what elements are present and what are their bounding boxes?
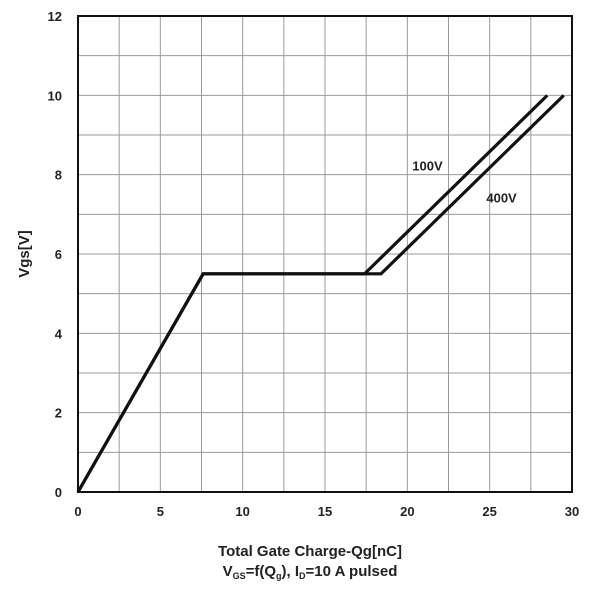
x-tick-label: 5	[157, 504, 164, 519]
y-tick-label: 6	[55, 247, 62, 262]
y-tick-label: 12	[48, 9, 62, 24]
x-tick-label: 15	[318, 504, 332, 519]
x-tick-labels: 0 5 10 15 20 25 30	[74, 504, 579, 519]
grid	[78, 16, 572, 492]
y-tick-label: 8	[55, 168, 62, 183]
series-annotation: 400V	[486, 190, 517, 205]
x-tick-label: 20	[400, 504, 414, 519]
x-tick-label: 10	[235, 504, 249, 519]
y-tick-labels: 0 2 4 6 8 10 12	[48, 9, 63, 500]
y-tick-label: 10	[48, 88, 62, 103]
series-layer	[76, 94, 565, 493]
x-tick-label: 30	[565, 504, 579, 519]
y-tick-label: 2	[55, 406, 62, 421]
series-annotation: 100V	[412, 159, 443, 174]
x-axis-sublabel: VGS=f(Qg), ID=10 A pulsed	[222, 563, 398, 581]
y-axis-label: Vgs[V]	[16, 230, 33, 278]
x-axis-label: Total Gate Charge-Qg[nC]	[218, 543, 402, 560]
y-tick-label: 4	[55, 326, 63, 341]
series-line-400v	[76, 94, 565, 493]
annotations: 100V 400V	[412, 159, 517, 206]
plot-frame	[77, 15, 573, 493]
x-tick-label: 0	[74, 504, 81, 519]
y-tick-label: 0	[55, 485, 62, 500]
x-tick-label: 25	[482, 504, 496, 519]
